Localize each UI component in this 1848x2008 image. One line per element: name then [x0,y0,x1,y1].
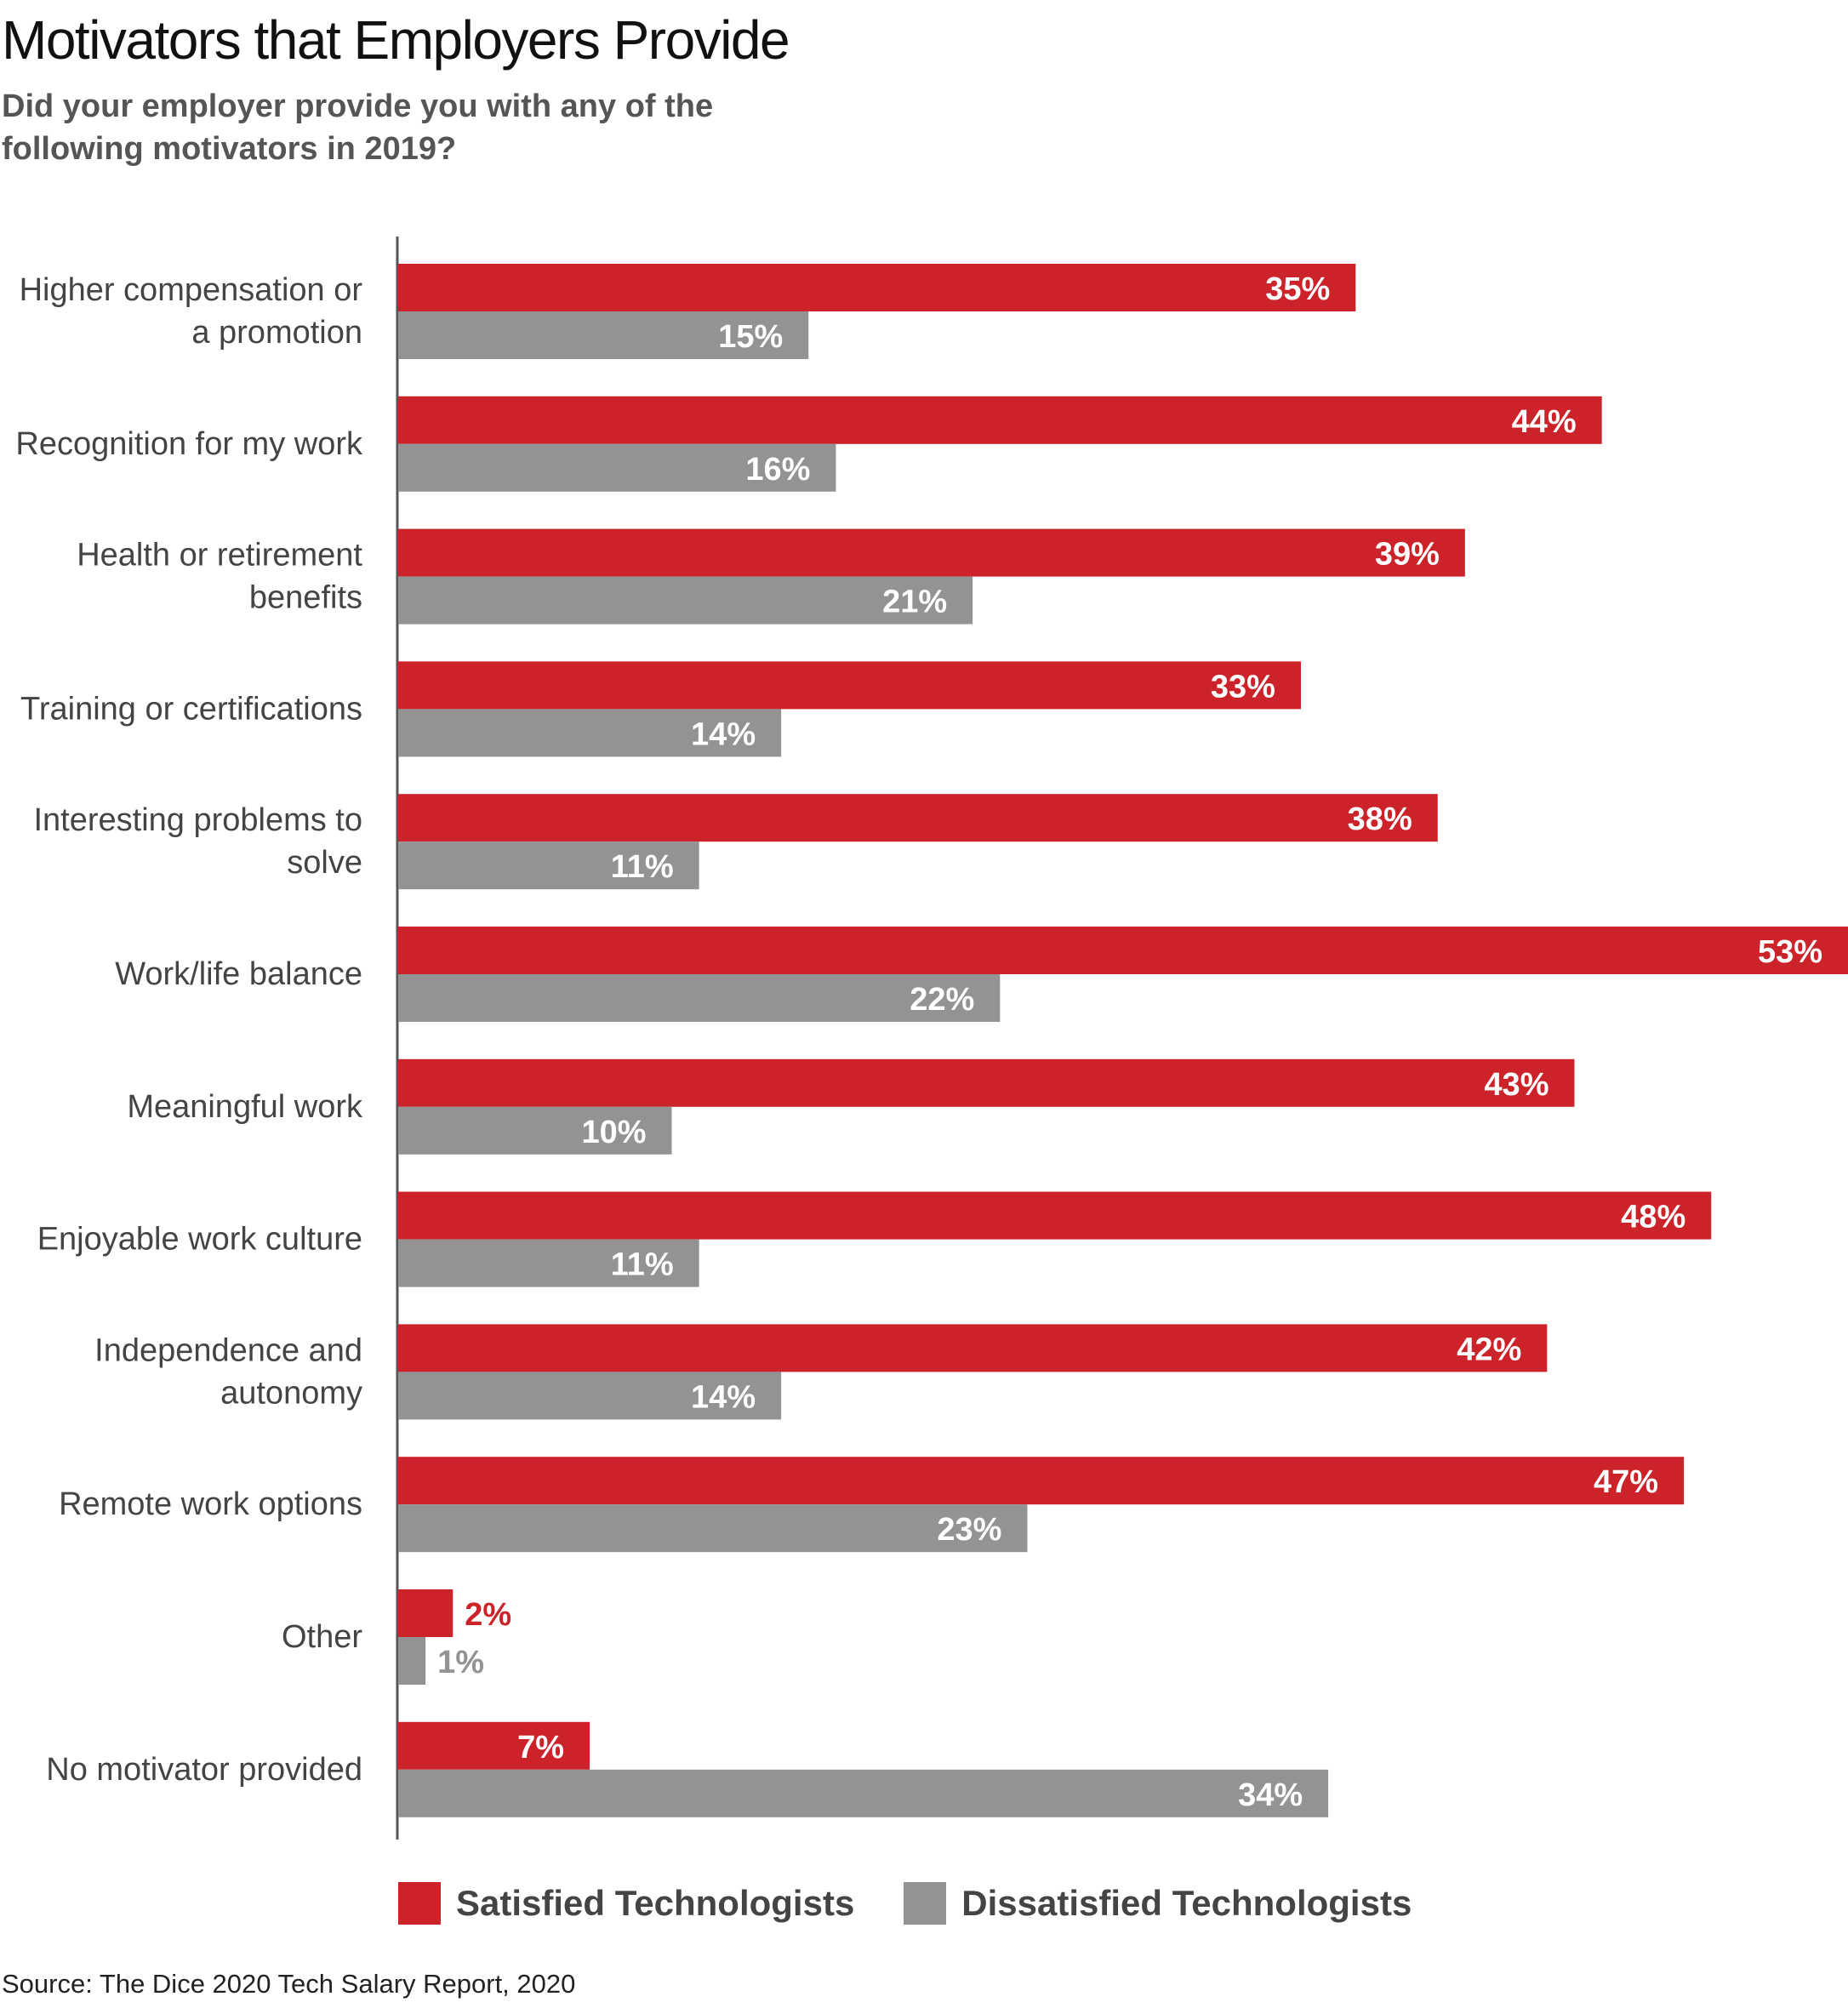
bar-satisfied [398,1589,453,1637]
value-label-satisfied: 2% [465,1597,511,1633]
value-label-dissatisfied: 34% [1238,1777,1303,1813]
value-label-satisfied: 48% [1621,1200,1685,1235]
category-label: solve [287,845,362,881]
value-label-satisfied: 53% [1758,934,1822,970]
category-label: No motivator provided [46,1752,362,1788]
category-label: autonomy [220,1375,362,1411]
bar-dissatisfied [398,841,699,890]
value-label-dissatisfied: 22% [910,982,974,1018]
category-label: Higher compensation or [20,272,363,308]
value-label-dissatisfied: 11% [611,849,674,885]
category-label: Interesting problems to [33,802,362,838]
legend-swatch-satisfied [398,1882,441,1925]
category-label: Remote work options [59,1486,362,1522]
category-label: Independence and [94,1332,362,1368]
category-label: Recognition for my work [15,426,363,462]
bar-satisfied [398,1324,1548,1372]
bar-dissatisfied [398,311,809,359]
bar-dissatisfied [398,576,973,625]
bar-satisfied [398,396,1602,444]
bar-dissatisfied [398,1239,699,1287]
value-label-satisfied: 42% [1457,1332,1521,1367]
value-label-satisfied: 7% [517,1730,564,1766]
value-label-dissatisfied: 23% [937,1512,1001,1548]
bar-dissatisfied [398,1106,672,1155]
bar-dissatisfied [398,1372,782,1420]
legend-item-dissatisfied: Dissatisfied Technologists [904,1882,1412,1925]
bar-dissatisfied [398,443,836,492]
value-label-satisfied: 44% [1512,404,1577,440]
bar-satisfied [398,1058,1575,1107]
category-label: Enjoyable work culture [37,1222,362,1258]
value-label-satisfied: 33% [1211,669,1275,705]
bar-dissatisfied [398,709,782,757]
value-label-satisfied: 38% [1348,801,1412,837]
category-label: Health or retirement [77,538,362,573]
category-label: Training or certifications [20,691,362,727]
value-label-dissatisfied: 11% [611,1247,674,1283]
bar-satisfied [398,661,1301,710]
bar-satisfied [398,794,1438,842]
bar-satisfied [398,1721,590,1770]
bar-chart: Higher compensation or a promotion 35% 15% R… [15,237,1848,1840]
category-label: Work/life balance [115,956,362,992]
value-label-satisfied: 35% [1265,271,1330,307]
value-label-dissatisfied: 10% [581,1115,646,1150]
value-label-dissatisfied: 1% [437,1645,484,1680]
bar-dissatisfied [398,1769,1329,1817]
value-label-dissatisfied: 21% [882,585,947,620]
bars-layer: Higher compensation or a promotion 35% 15% R… [15,264,1848,1817]
value-label-satisfied: 39% [1375,537,1440,573]
bar-dissatisfied [398,1637,426,1685]
legend-item-satisfied: Satisfied Technologists [398,1882,854,1925]
category-label: a promotion [191,315,362,351]
value-label-dissatisfied: 16% [745,452,810,488]
bar-satisfied [398,528,1465,577]
value-label-dissatisfied: 15% [718,319,783,355]
bar-satisfied [398,1457,1685,1505]
category-label: Other [282,1619,362,1655]
bar-satisfied [398,927,1848,974]
legend-label-satisfied: Satisfied Technologists [456,1883,855,1923]
legend-swatch-dissatisfied [904,1882,947,1925]
value-label-satisfied: 43% [1484,1067,1549,1103]
source-note: Source: The Dice 2020 Tech Salary Report… [2,1969,576,1999]
legend-label-dissatisfied: Dissatisfied Technologists [961,1883,1412,1923]
bar-satisfied [398,1191,1712,1240]
legend: Satisfied Technologists Dissatisfied Tec… [398,1882,1461,1925]
chart-subtitle: Did your employer provide you with any o… [2,88,714,167]
value-label-satisfied: 47% [1594,1464,1658,1500]
chart-title: Motivators that Employers Provide [2,9,790,71]
category-label: Meaningful work [127,1089,363,1125]
value-label-dissatisfied: 14% [691,716,756,752]
category-label: benefits [249,580,362,616]
bar-dissatisfied [398,974,1001,1022]
value-label-dissatisfied: 14% [691,1379,756,1415]
bar-satisfied [398,264,1356,311]
bar-dissatisfied [398,1504,1028,1553]
